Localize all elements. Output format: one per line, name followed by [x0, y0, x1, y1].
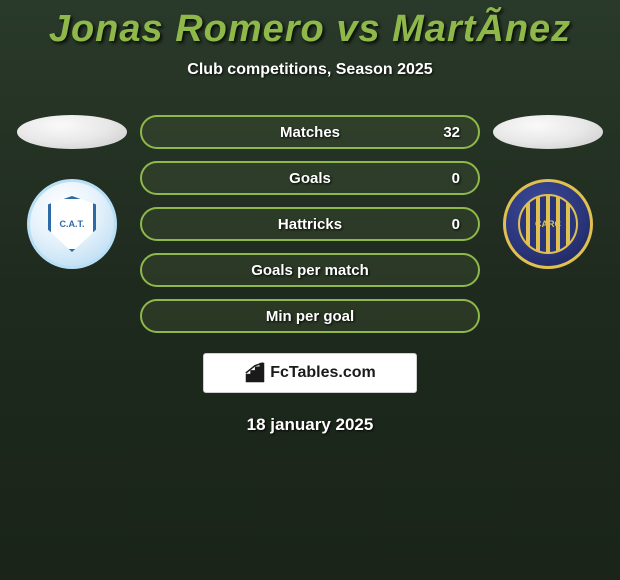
comparison-area: C.A.T. Matches 32 Goals 0 Hattricks 0 Go… [0, 115, 620, 333]
subtitle: Club competitions, Season 2025 [0, 61, 620, 79]
player-right-photo [493, 115, 603, 149]
page-title: Jonas Romero vs MartÃnez [0, 0, 620, 51]
date-label: 18 january 2025 [0, 415, 620, 435]
stat-row-min-per-goal: Min per goal [140, 299, 480, 333]
club-badge-left: C.A.T. [27, 179, 117, 269]
stat-row-matches: Matches 32 [140, 115, 480, 149]
chart-icon [244, 362, 266, 384]
player-left-column: C.A.T. [12, 115, 132, 269]
stat-label: Min per goal [266, 308, 354, 325]
brand-logo[interactable]: FcTables.com [203, 353, 417, 393]
stat-label: Hattricks [278, 216, 342, 233]
brand-text: FcTables.com [270, 364, 376, 382]
club-badge-right: CARC [503, 179, 593, 269]
stat-row-goals: Goals 0 [140, 161, 480, 195]
stats-list: Matches 32 Goals 0 Hattricks 0 Goals per… [140, 115, 480, 333]
player-right-column: CARC [488, 115, 608, 269]
stat-right-value: 32 [443, 124, 460, 141]
club-badge-left-shield: C.A.T. [48, 196, 96, 252]
player-left-photo [17, 115, 127, 149]
stat-label: Goals [289, 170, 331, 187]
stat-label: Matches [280, 124, 340, 141]
stat-row-goals-per-match: Goals per match [140, 253, 480, 287]
stat-right-value: 0 [452, 216, 460, 233]
stat-right-value: 0 [452, 170, 460, 187]
club-badge-right-inner: CARC [518, 194, 578, 254]
stat-label: Goals per match [251, 262, 369, 279]
stat-row-hattricks: Hattricks 0 [140, 207, 480, 241]
